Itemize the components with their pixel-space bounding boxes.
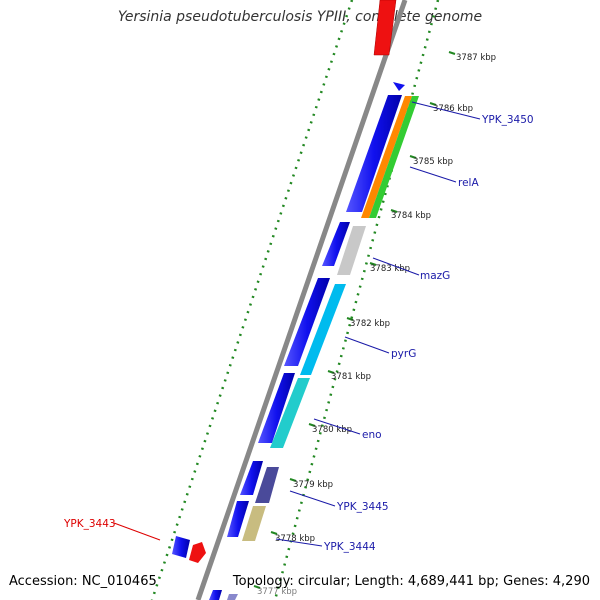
gene-mazG — [337, 226, 366, 275]
tick-label-3786: 3786 kbp — [433, 104, 473, 114]
tick-label-3780: 3780 kbp — [312, 425, 352, 435]
gene-label-YPK-3443: YPK_3443 — [63, 518, 116, 530]
cds-block — [284, 278, 330, 366]
gene-label-pyrG: pyrG — [391, 348, 416, 360]
outer-dotted-ring — [150, 0, 354, 600]
tick-label-3787: 3787 kbp — [456, 53, 496, 63]
cds-block — [240, 461, 263, 495]
tick-label-3783: 3783 kbp — [370, 264, 410, 274]
gene-pyrG — [300, 284, 346, 375]
tick-marks — [253, 51, 456, 589]
gene-YPK-3443-red — [189, 542, 206, 563]
genome-backbone — [195, 0, 408, 600]
gene-YPK-3445 — [255, 467, 279, 503]
gene-relA-orange — [361, 96, 412, 218]
gene-relA-green — [369, 96, 419, 218]
tick-label-3779: 3779 kbp — [293, 480, 333, 490]
gene-label-mazG: mazG — [420, 270, 450, 282]
tick-label-3784: 3784 kbp — [391, 211, 431, 221]
cds-arrowhead — [393, 82, 405, 91]
leader-lines — [113, 101, 481, 547]
cds-block — [209, 590, 222, 600]
tick-label-3782: 3782 kbp — [350, 319, 390, 329]
cds-track — [209, 82, 405, 600]
gene-label-YPK-3445: YPK_3445 — [336, 501, 389, 513]
tick-label-3785: 3785 kbp — [413, 157, 453, 167]
cds-block — [322, 222, 350, 266]
tick-label-3777: 3777 kbp — [257, 587, 297, 597]
cds-block — [346, 95, 402, 212]
gene-small — [227, 594, 238, 600]
gene-rrna-top — [373, 0, 397, 56]
cds-block — [227, 501, 249, 537]
tick-label-3778: 3778 kbp — [275, 534, 315, 544]
genome-summary: Topology: circular; Length: 4,689,441 bp… — [232, 574, 590, 589]
gene-label-eno: eno — [362, 429, 382, 441]
accession-label: Accession: NC_010465 — [9, 574, 157, 589]
tick-label-3781: 3781 kbp — [331, 372, 371, 382]
gene-YPK-3443-blue — [172, 536, 190, 558]
gene-YPK-3444 — [242, 506, 266, 541]
gene-eno — [270, 378, 310, 448]
function-track — [227, 96, 419, 600]
gene-label-YPK-3450: YPK_3450 — [481, 114, 534, 126]
cds-block — [258, 373, 295, 443]
gene-label-relA: relA — [458, 177, 479, 189]
gene-label-YPK-3444: YPK_3444 — [323, 541, 376, 553]
